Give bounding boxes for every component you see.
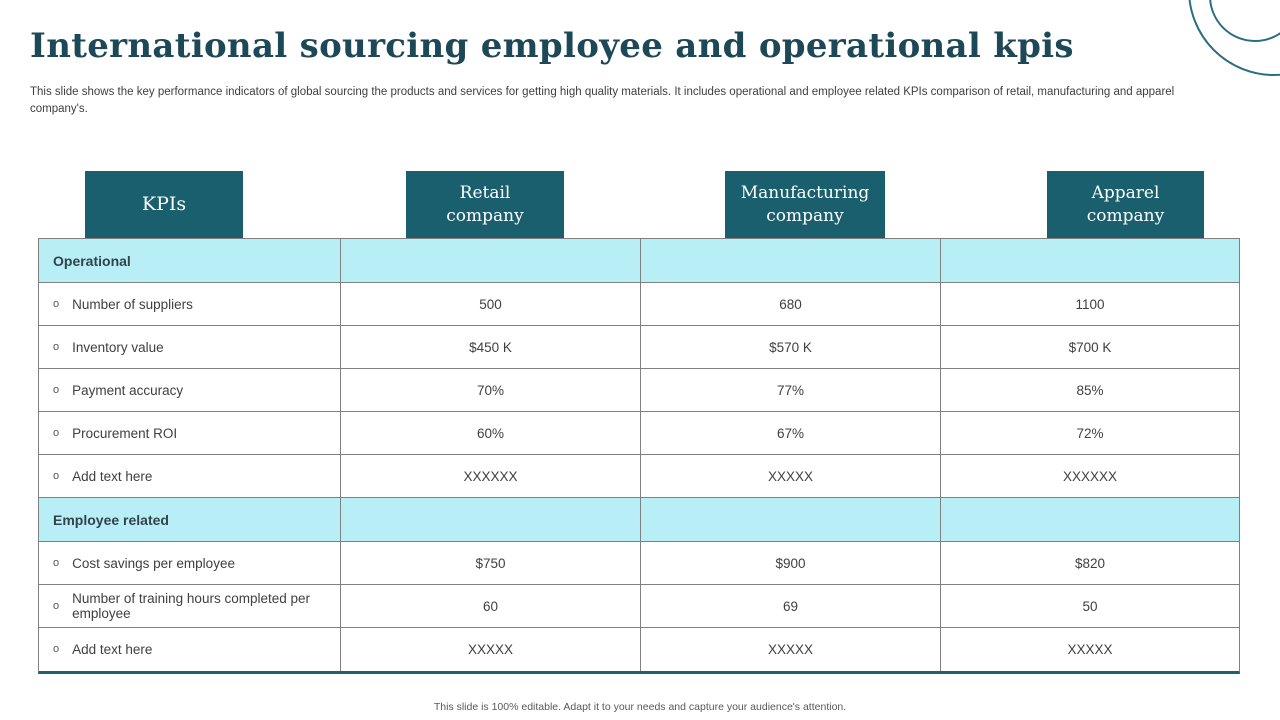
footer-note: This slide is 100% editable. Adapt it to… (433, 701, 847, 713)
bullet-icon: o (53, 297, 60, 310)
row-label: Number of training hours completed per e… (72, 591, 310, 621)
cell-value: 1100 (941, 283, 1239, 326)
table-row: o Number of suppliers 500 680 1100 (39, 283, 1239, 326)
cell-value: 77% (641, 369, 941, 412)
cell-value: $750 (341, 542, 641, 585)
cell-value: XXXXXX (941, 455, 1239, 498)
cell-value: $820 (941, 542, 1239, 585)
row-label-cell: o Cost savings per employee (39, 542, 341, 585)
cell-value: 67% (641, 412, 941, 455)
cell-value: $700 K (941, 326, 1239, 369)
bullet-icon: o (53, 340, 60, 353)
cell-value: 680 (641, 283, 941, 326)
empty-cell (941, 239, 1239, 283)
table-row: o Payment accuracy 70% 77% 85% (39, 369, 1239, 412)
row-label-cell: o Inventory value (39, 326, 341, 369)
cell-value: XXXXX (641, 628, 941, 671)
kpi-table: Operational o Number of suppliers 500 68… (38, 238, 1240, 674)
row-label: Inventory value (72, 339, 164, 355)
section-label: Operational (53, 252, 131, 269)
cell-value: 60 (341, 585, 641, 628)
slide-description: This slide shows the key performance ind… (30, 86, 1175, 116)
cell-value: $900 (641, 542, 941, 585)
row-label-cell: o Payment accuracy (39, 369, 341, 412)
row-label: Payment accuracy (72, 382, 184, 398)
page-title: International sourcing employee and oper… (30, 26, 1074, 66)
empty-cell (341, 239, 641, 283)
empty-cell (941, 498, 1239, 542)
empty-cell (641, 498, 941, 542)
row-label: Procurement ROI (72, 425, 178, 441)
cell-value: 500 (341, 283, 641, 326)
cell-value: XXXXX (641, 455, 941, 498)
column-header-manufacturing-company: Manufacturing company (725, 171, 885, 238)
section-label-cell: Operational (39, 239, 341, 283)
table-row: o Add text here XXXXXX XXXXX XXXXXX (39, 455, 1239, 498)
row-label-cell: o Add text here (39, 628, 341, 671)
row-label: Number of suppliers (72, 296, 193, 312)
bullet-icon: o (53, 599, 60, 612)
cell-value: 70% (341, 369, 641, 412)
cell-value: $450 K (341, 326, 641, 369)
cell-value: XXXXXX (341, 455, 641, 498)
cell-value: 60% (341, 412, 641, 455)
bullet-icon: o (53, 383, 60, 396)
row-label: Add text here (72, 468, 153, 484)
empty-cell (341, 498, 641, 542)
section-label-cell: Employee related (39, 498, 341, 542)
table-row: o Procurement ROI 60% 67% 72% (39, 412, 1239, 455)
row-label-cell: o Number of suppliers (39, 283, 341, 326)
empty-cell (641, 239, 941, 283)
column-header-apparel-company: Apparel company (1047, 171, 1204, 238)
bullet-icon: o (53, 643, 60, 655)
bullet-icon: o (53, 556, 60, 569)
cell-value: 72% (941, 412, 1239, 455)
bullet-icon: o (53, 426, 60, 439)
bullet-icon: o (53, 469, 60, 482)
row-label: Cost savings per employee (72, 555, 235, 571)
section-row-operational: Operational (39, 239, 1239, 283)
section-row-employee-related: Employee related (39, 498, 1239, 542)
table-row: o Add text here XXXXX XXXXX XXXXX (39, 628, 1239, 671)
table-row: o Number of training hours completed per… (39, 585, 1239, 628)
row-label: Add text here (72, 642, 153, 657)
table-row: o Inventory value $450 K $570 K $700 K (39, 326, 1239, 369)
row-label-cell: o Number of training hours completed per… (39, 585, 341, 628)
column-header-kpis: KPIs (85, 171, 243, 238)
cell-value: 69 (641, 585, 941, 628)
column-header-retail-company: Retail company (406, 171, 564, 238)
cell-value: 50 (941, 585, 1239, 628)
cell-value: XXXXX (1067, 642, 1113, 657)
row-label-cell: o Add text here (39, 455, 341, 498)
section-label: Employee related (53, 511, 169, 528)
cell-value: XXXXX (341, 628, 641, 671)
row-label-cell: o Procurement ROI (39, 412, 341, 455)
table-row: o Cost savings per employee $750 $900 $8… (39, 542, 1239, 585)
cell-value: $570 K (641, 326, 941, 369)
cell-value: 85% (941, 369, 1239, 412)
